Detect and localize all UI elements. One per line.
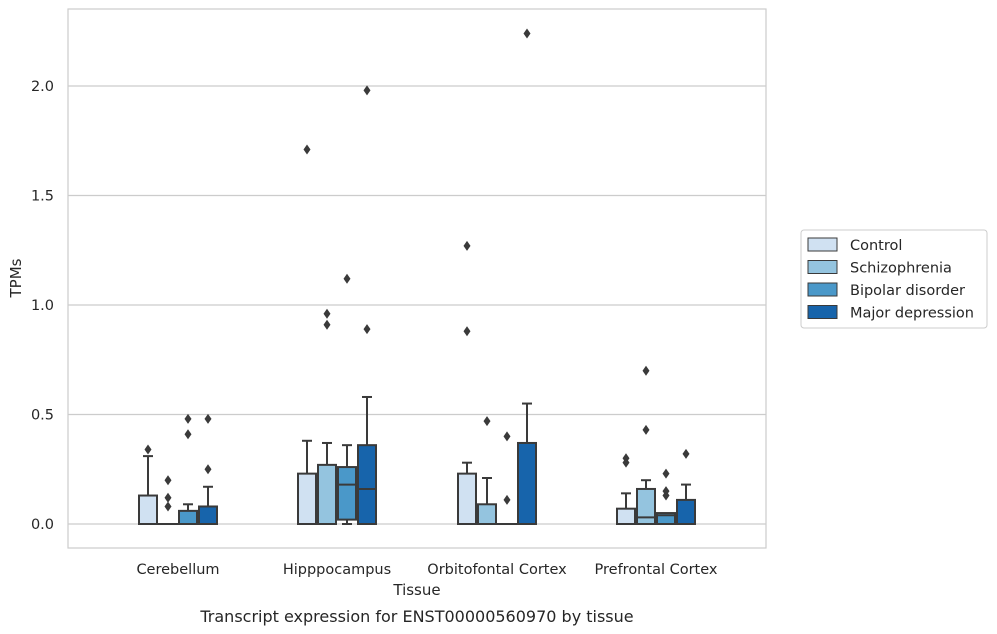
outlier-point [682, 448, 690, 459]
y-tick-label: 1.0 [31, 298, 54, 314]
box-bipolar-disorder [497, 431, 517, 526]
outlier-point [642, 365, 650, 376]
outlier-point [363, 85, 371, 96]
box-iqr [636, 487, 656, 525]
box-iqr [656, 512, 676, 525]
x-tick-label: Orbitofontal Cortex [427, 562, 567, 578]
x-tick-label: Prefrontal Cortex [595, 562, 718, 578]
outlier-point [204, 413, 212, 424]
legend-entry-label: Control [850, 238, 902, 254]
x-tick-label: Cerebellum [136, 562, 219, 578]
box-control [138, 444, 158, 525]
outlier-point [144, 444, 152, 455]
box-bipolar-disorder [337, 273, 357, 525]
x-tick-label: Hipppocampus [283, 562, 391, 578]
box-major-depression [676, 448, 696, 526]
y-tick-label: 2.0 [31, 79, 54, 95]
outlier-point [503, 431, 511, 442]
box-iqr [337, 466, 357, 521]
box-schizophrenia [158, 475, 178, 526]
box-iqr [517, 441, 537, 525]
box-iqr [198, 505, 218, 526]
legend-entry-label: Bipolar disorder [850, 283, 965, 299]
outlier-point [642, 424, 650, 435]
outlier-point [622, 453, 630, 464]
outlier-point [323, 308, 331, 319]
outlier-point [164, 475, 172, 486]
box-iqr [317, 463, 337, 525]
outlier-point [323, 319, 331, 330]
outlier-point [303, 144, 311, 155]
legend-swatch [807, 305, 838, 319]
box-control [457, 240, 477, 526]
box-iqr [477, 503, 497, 526]
outlier-point [343, 273, 351, 284]
outlier-point [662, 468, 670, 479]
box-major-depression [517, 28, 537, 525]
outlier-point [164, 501, 172, 512]
grid-lines [68, 85, 766, 525]
box-iqr [616, 507, 636, 526]
box-schizophrenia [636, 365, 656, 525]
plot-area-frame [67, 8, 767, 549]
box-iqr [676, 498, 696, 526]
y-tick-label: 1.5 [31, 189, 54, 205]
y-tick-label: 0.5 [31, 408, 54, 424]
legend-swatch [807, 237, 838, 252]
y-axis-label: TPMs [7, 258, 25, 298]
outlier-point [463, 326, 471, 337]
outlier-point [363, 324, 371, 335]
legend-entry-label: Major depression [850, 306, 974, 322]
legend-entry-label: Schizophrenia [850, 261, 952, 277]
box-major-depression [198, 413, 218, 526]
box-iqr [357, 444, 377, 525]
y-tick-label: 0.0 [31, 517, 54, 533]
outlier-point [503, 494, 511, 505]
legend-swatch [807, 260, 838, 274]
outlier-point [662, 486, 670, 497]
legend-frame [800, 229, 988, 329]
box-schizophrenia [317, 308, 337, 525]
outlier-point [184, 429, 192, 440]
legend: Control Schizophrenia Bipolar disorder Majo… [800, 229, 988, 329]
outlier-point [184, 413, 192, 424]
legend-swatch [807, 282, 838, 297]
box-iqr [457, 472, 477, 526]
box-major-depression [357, 85, 377, 525]
outlier-point [463, 240, 471, 251]
chart-caption: Transcript expression for ENST0000056097… [199, 607, 633, 626]
y-axis-ticks: 0.0 0.5 1.0 1.5 2.0 [31, 79, 54, 533]
boxplot-groups [138, 28, 696, 526]
outlier-point [483, 416, 491, 427]
x-axis-label: Tissue [392, 581, 440, 599]
box-iqr [138, 494, 158, 525]
box-bipolar-disorder [178, 413, 198, 525]
box-iqr [297, 472, 317, 526]
box-control [297, 144, 317, 526]
x-axis-ticks: Cerebellum Hipppocampus Orbitofontal Corte… [136, 562, 717, 578]
outlier-point [523, 28, 531, 39]
box-control [616, 453, 636, 526]
outlier-point [164, 492, 172, 503]
box-bipolar-disorder [656, 468, 676, 525]
outlier-point [204, 464, 212, 475]
box-iqr [178, 509, 198, 525]
box-schizophrenia [477, 416, 497, 526]
